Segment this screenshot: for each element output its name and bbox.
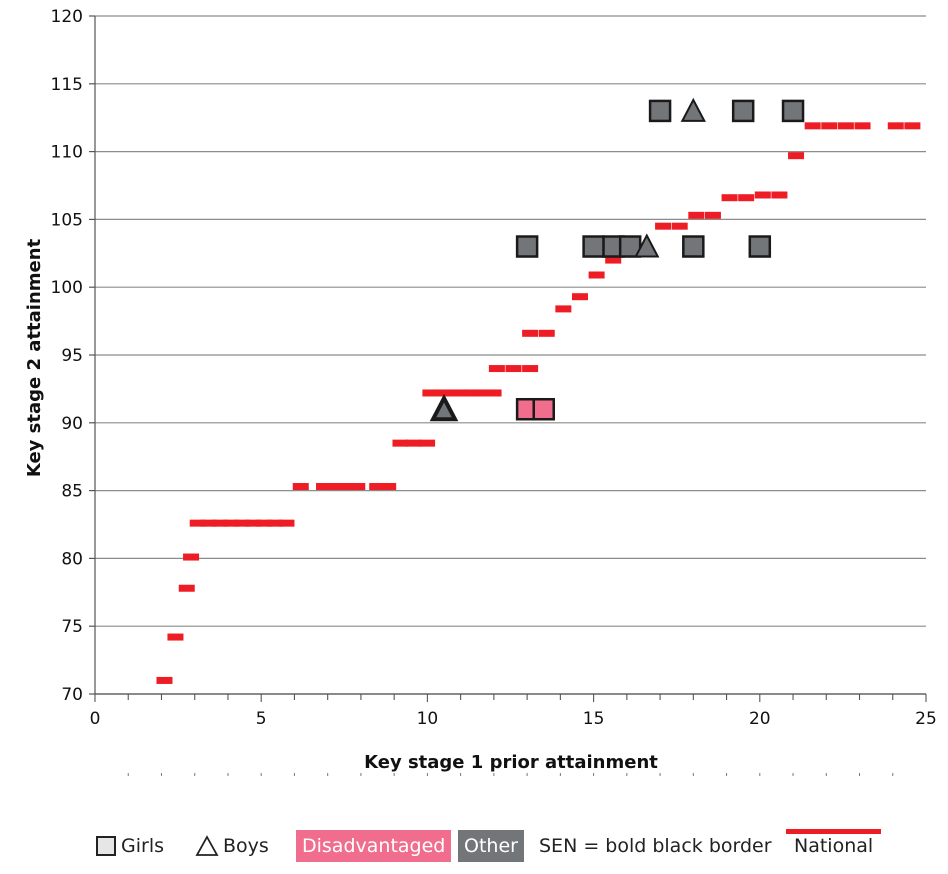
legend-item-disadvantaged: Disadvantaged xyxy=(296,830,451,862)
x-tick-label: 10 xyxy=(417,709,439,729)
boys-point xyxy=(682,100,704,121)
national-point xyxy=(522,365,538,372)
legend-item-sen: SEN = bold black border xyxy=(539,830,772,862)
x-axis-label: Key stage 1 prior attainment xyxy=(364,752,658,773)
national-point xyxy=(278,520,294,527)
triangle-icon xyxy=(195,835,219,857)
national-point xyxy=(179,585,195,592)
national-point xyxy=(788,152,804,159)
girls-point xyxy=(534,399,554,419)
national-point xyxy=(419,440,435,447)
national-point xyxy=(422,389,438,396)
legend: Girls Boys Disadvantaged Other SEN = bol… xyxy=(0,828,948,868)
y-tick-label: 120 xyxy=(51,7,83,27)
national-point xyxy=(855,122,871,129)
national-point xyxy=(705,212,721,219)
girls-point xyxy=(683,237,703,257)
national-point xyxy=(522,330,538,337)
national-point xyxy=(293,483,309,490)
girls-point xyxy=(783,101,803,121)
national-point xyxy=(349,483,365,490)
national-point xyxy=(486,389,502,396)
y-tick-label: 90 xyxy=(61,414,83,434)
girls-point xyxy=(517,237,537,257)
national-point xyxy=(572,293,588,300)
national-point xyxy=(672,223,688,230)
legend-label-sen: SEN = bold black border xyxy=(539,835,772,857)
girls-point xyxy=(584,237,604,257)
national-point xyxy=(688,212,704,219)
legend-label-other: Other xyxy=(458,830,524,862)
girls-point xyxy=(750,237,770,257)
national-point xyxy=(380,483,396,490)
legend-label-boys: Boys xyxy=(223,830,269,862)
boys-point xyxy=(433,398,455,419)
x-tick-label: 5 xyxy=(256,709,267,729)
national-point xyxy=(722,194,738,201)
national-point xyxy=(539,330,555,337)
national-point xyxy=(838,122,854,129)
y-tick-label: 110 xyxy=(51,143,83,163)
legend-label-national: National xyxy=(794,830,873,862)
x-tick-label: 20 xyxy=(749,709,771,729)
x-tick-label: 15 xyxy=(583,709,605,729)
y-tick-label: 80 xyxy=(61,549,83,569)
national-point xyxy=(805,122,821,129)
legend-item-national: National xyxy=(786,830,896,862)
national-point xyxy=(183,554,199,561)
legend-label-girls: Girls xyxy=(121,830,164,862)
x-tick-label: 0 xyxy=(90,709,101,729)
national-point xyxy=(888,122,904,129)
legend-item-girls: Girls xyxy=(96,830,196,862)
y-tick-label: 70 xyxy=(61,685,83,705)
national-point xyxy=(437,389,453,396)
national-point xyxy=(738,194,754,201)
square-icon xyxy=(96,836,116,856)
national-point xyxy=(821,122,837,129)
national-point xyxy=(755,191,771,198)
legend-label-disadvantaged: Disadvantaged xyxy=(296,830,451,862)
legend-item-other: Other xyxy=(458,830,524,862)
girls-point xyxy=(650,101,670,121)
national-point xyxy=(156,677,172,684)
national-point xyxy=(904,122,920,129)
y-tick-label: 75 xyxy=(61,617,83,637)
y-tick-label: 115 xyxy=(51,75,83,95)
x-tick-label: 25 xyxy=(915,709,937,729)
girls-point xyxy=(733,101,753,121)
legend-item-boys: Boys xyxy=(195,830,295,862)
y-tick-label: 95 xyxy=(61,346,83,366)
y-tick-label: 105 xyxy=(51,210,83,230)
y-tick-label: 100 xyxy=(51,278,83,298)
national-point xyxy=(489,365,505,372)
national-point xyxy=(589,271,605,278)
national-point xyxy=(167,634,183,641)
national-point xyxy=(771,191,787,198)
national-point xyxy=(506,365,522,372)
y-tick-label: 85 xyxy=(61,482,83,502)
national-point xyxy=(655,223,671,230)
y-axis-label: Key stage 2 attainment xyxy=(24,238,45,477)
national-point xyxy=(555,305,571,312)
